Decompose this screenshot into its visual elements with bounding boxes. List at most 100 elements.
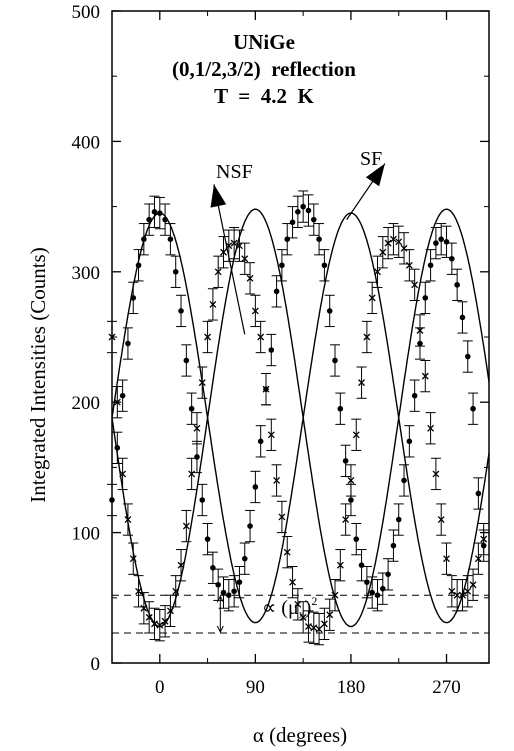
moment-close: ) [305,597,312,619]
point-sf [454,282,460,288]
point-sf [385,571,391,578]
point-sf [305,207,312,214]
point-sf [422,295,429,301]
point-sf [427,262,434,269]
point-nsf [342,516,350,524]
point-nsf [389,235,397,243]
point-nsf [198,379,206,387]
point-nsf [405,261,413,269]
sf-arrow-head [365,163,385,187]
point-sf [401,477,407,484]
point-sf [236,579,243,585]
point-nsf [182,522,190,530]
point-sf [172,269,179,275]
point-nsf [326,611,334,619]
point-sf [364,579,370,585]
point-nsf [299,613,307,621]
point-sf [443,239,450,245]
point-nsf [241,255,249,263]
point-nsf [331,591,339,599]
point-nsf [464,587,472,595]
point-sf [210,565,216,571]
point-nsf [283,548,291,556]
point-sf [464,353,471,360]
moment-sup: 2 [311,594,317,608]
moment-label: ∝ (μ [262,597,299,619]
point-sf [220,589,227,596]
point-sf [178,308,184,314]
point-sf [109,497,115,503]
point-nsf [151,620,158,628]
point-nsf [140,604,148,612]
point-nsf [230,239,238,247]
point-sf [395,516,402,523]
axes [111,10,490,664]
x-tick-label: 180 [337,677,366,698]
x-tick-label: 270 [432,677,461,698]
point-sf [231,588,237,595]
point-nsf [352,431,360,439]
y-tick-label: 300 [72,263,101,284]
chart-title-line-2: (0,1/2,3/2) reflection [172,57,356,81]
point-nsf [448,587,456,595]
point-nsf [246,274,254,282]
point-sf [167,236,174,242]
point-nsf [166,607,174,615]
point-nsf [161,617,169,625]
y-tick-label: 100 [72,524,101,545]
point-nsf [273,476,281,484]
point-nsf [368,294,376,302]
point-nsf [214,268,222,276]
point-nsf [177,561,185,569]
point-nsf [395,238,403,246]
point-nsf [315,625,323,633]
point-nsf [363,333,371,341]
point-sf [380,585,386,592]
point-nsf [400,244,408,252]
point-sf [194,454,200,460]
point-sf [358,562,365,568]
point-nsf [358,379,366,387]
nsf-arrow-line [213,184,246,335]
point-nsf [251,307,259,315]
moment-range-arrow-bottom [216,625,224,634]
point-sf [390,542,397,549]
point-sf [284,236,291,242]
point-sf [279,262,285,269]
point-sf [459,314,466,321]
point-sf [433,240,439,246]
point-sf [119,392,126,399]
ticks: 0 100 200 300 400 500 0 90 180 270 [72,2,489,698]
point-nsf [374,268,381,276]
point-sf [146,216,152,223]
point-sf [406,438,413,445]
point-sf [226,592,232,598]
fit-curves [111,208,490,628]
point-nsf [427,424,435,432]
point-sf [162,216,168,223]
point-nsf [119,470,127,478]
point-nsf [443,555,450,563]
point-sf [289,219,296,226]
point-nsf [278,513,286,521]
x-axis-title: α (degrees) [253,723,347,747]
nsf-arrow-head [210,184,227,208]
annotations [112,163,489,634]
point-nsf [257,333,265,341]
plot-frame [111,10,490,664]
point-nsf [379,248,387,256]
point-sf [257,438,264,445]
point-sf [353,536,360,542]
y-axis-title: Integrated Intensities (Counts) [26,247,50,502]
point-nsf [453,591,461,599]
point-nsf [305,623,312,630]
y-tick-label: 200 [72,393,101,414]
point-nsf [320,620,328,628]
point-sf [125,340,131,347]
point-sf [411,392,418,399]
point-sf [215,581,221,588]
y-tick-label: 500 [72,2,101,23]
point-nsf [124,516,132,524]
moment-annotation: ∝ (μx)2 [262,594,317,621]
y-tick-label: 400 [72,132,101,153]
